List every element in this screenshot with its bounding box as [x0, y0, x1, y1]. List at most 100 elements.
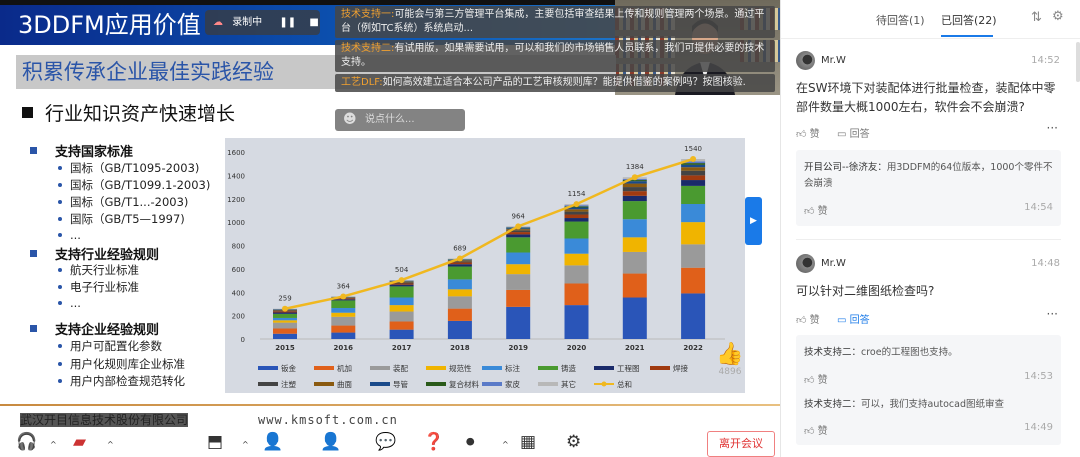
- legend-swatch: [426, 382, 446, 386]
- x-tick-label: 2022: [683, 344, 703, 352]
- bar-segment: [331, 316, 356, 326]
- bar-segment: [273, 333, 297, 339]
- scrollbar[interactable]: [1076, 42, 1080, 82]
- bullet-square: [30, 325, 37, 332]
- bar-segment: [447, 264, 472, 267]
- overlay-chat-message: 工艺DLF:如何高效建立适合本公司产品的工艺审核规则库？能提供借鉴的案例吗？按图…: [335, 74, 775, 92]
- legend-swatch: [314, 382, 334, 386]
- section-heading: 支持国家标准: [55, 145, 134, 160]
- x-tick-label: 2020: [567, 344, 587, 352]
- participants-icon[interactable]: 👤: [320, 432, 342, 452]
- bar-segment: [273, 311, 297, 313]
- chat-text: 可能会与第三方管理平台集成，主要包括审查结果上传和规则管理两个场景。通过平台（例…: [341, 9, 765, 34]
- answer-time: 14:54: [1024, 202, 1053, 213]
- like-button[interactable]: 👍︎ 赞: [796, 311, 820, 326]
- stacked-bar-chart: 0 200 400 600 800 1000 1200 1400 1600 2015 2016 201…: [227, 145, 725, 389]
- audio-options-caret[interactable]: ^: [50, 440, 57, 449]
- y-tick-label: 0: [241, 336, 245, 344]
- like-button[interactable]: 👍︎ 赞: [796, 125, 820, 140]
- reply-button[interactable]: ▭ 回答: [837, 311, 870, 326]
- headset-icon[interactable]: 🎧: [16, 432, 38, 452]
- recording-label: 录制中: [232, 17, 263, 28]
- data-label: 964: [512, 212, 526, 220]
- invite-user-icon[interactable]: 👤: [262, 432, 284, 452]
- legend-marker: [601, 381, 607, 387]
- question-user: Mr.W: [821, 55, 846, 66]
- bar-segment: [506, 234, 531, 238]
- stop-icon[interactable]: ■: [309, 17, 319, 28]
- answer-author: 技术支持二：: [804, 399, 862, 410]
- tab-pending[interactable]: 待回答(1): [876, 14, 925, 27]
- more-icon[interactable]: ···: [1046, 121, 1058, 135]
- legend-swatch: [482, 366, 502, 370]
- tab-answered[interactable]: 已回答(22): [941, 14, 997, 27]
- like-button[interactable]: 👍︎ 赞: [804, 202, 828, 217]
- pause-icon[interactable]: ❚❚: [279, 17, 297, 28]
- thumbs-up-icon: 👍: [716, 342, 744, 367]
- share-options-caret[interactable]: ^: [242, 440, 249, 449]
- legend-label: 工程图: [617, 364, 640, 373]
- camera-off-icon[interactable]: ▰: [73, 432, 87, 452]
- bullet-square: [30, 250, 37, 257]
- sort-icon[interactable]: ⇅: [1031, 10, 1042, 25]
- bar-segment: [622, 181, 647, 184]
- record-options-caret[interactable]: ^: [502, 440, 509, 449]
- bar-segment: [564, 207, 589, 210]
- overlay-chat-message: 技术支持二:有试用版，如果需要试用，可以和我们的市场销售人员联系，我们可提供必要…: [335, 40, 775, 72]
- like-button[interactable]: 👍 4896: [716, 342, 744, 382]
- record-icon[interactable]: ⏺: [466, 432, 475, 452]
- divider: [796, 239, 1061, 240]
- total-point: [515, 223, 522, 230]
- like-button[interactable]: 👍︎ 赞: [804, 371, 828, 386]
- bar-segment: [564, 265, 589, 284]
- y-tick-label: 800: [232, 243, 245, 251]
- bar-segment: [564, 221, 589, 239]
- legend-label: 家皮: [505, 379, 520, 389]
- chat-sender: 技术支持一:: [341, 9, 395, 20]
- leave-meeting-button[interactable]: 离开会议: [707, 431, 775, 457]
- bar-segment: [273, 312, 297, 314]
- apps-icon[interactable]: ▦: [520, 432, 537, 452]
- bar-segment: [622, 195, 647, 202]
- total-point: [456, 255, 463, 262]
- bar-segment: [622, 187, 647, 192]
- bar-segment: [564, 238, 589, 254]
- share-screen-icon[interactable]: ⬒: [207, 432, 224, 452]
- bar-segment: [681, 267, 706, 294]
- more-icon[interactable]: ···: [1046, 307, 1058, 321]
- chat-icon[interactable]: 💬: [375, 432, 397, 452]
- list-item: 用户内部检查规范转化: [58, 373, 185, 389]
- question-text: 可以针对二维图纸检查吗?: [796, 284, 935, 298]
- answer-content: croe的工程图也支持。: [861, 347, 958, 358]
- chat-input[interactable]: ☻ 说点什么...: [335, 109, 465, 131]
- meeting-toolbar: 🎧 ^ ▰ ^ ⬒ ^ 👤 👤 💬 ❓ ⏺ ^ ▦ ⚙ 离开会议: [0, 428, 780, 457]
- expand-panel-button[interactable]: ▶: [745, 197, 762, 245]
- like-button[interactable]: 👍︎ 赞: [804, 422, 828, 437]
- bar-segment: [447, 320, 472, 339]
- y-tick-label: 1000: [227, 219, 245, 227]
- bar-segment: [273, 317, 297, 321]
- legend-label: 钣金: [281, 363, 296, 373]
- bar-segment: [447, 289, 472, 297]
- legend-swatch: [258, 382, 278, 386]
- gear-icon[interactable]: ⚙: [1052, 9, 1064, 24]
- data-label: 259: [278, 295, 291, 303]
- emoji-icon[interactable]: ☻: [343, 112, 357, 127]
- reply-button[interactable]: ▭ 回答: [837, 125, 870, 140]
- section-heading: 支持企业经验规则: [55, 323, 160, 338]
- x-tick-label: 2015: [275, 344, 295, 352]
- bar-segment: [447, 261, 472, 263]
- thumbs-up-icon: 👍︎: [796, 315, 810, 326]
- legend-swatch: [538, 366, 558, 370]
- bar-segment: [389, 329, 414, 339]
- bar-segment: [681, 222, 706, 245]
- question-icon[interactable]: ❓: [423, 432, 445, 452]
- legend-swatch: [482, 382, 502, 386]
- recording-badge[interactable]: ☁ 录制中 ❚❚ ■: [205, 10, 320, 35]
- bar-segment: [622, 191, 647, 196]
- like-label: 赞: [809, 129, 820, 140]
- video-options-caret[interactable]: ^: [107, 440, 114, 449]
- settings-icon[interactable]: ⚙: [566, 432, 582, 452]
- bar-segment: [506, 232, 531, 235]
- legend-label: 铸造: [561, 363, 576, 373]
